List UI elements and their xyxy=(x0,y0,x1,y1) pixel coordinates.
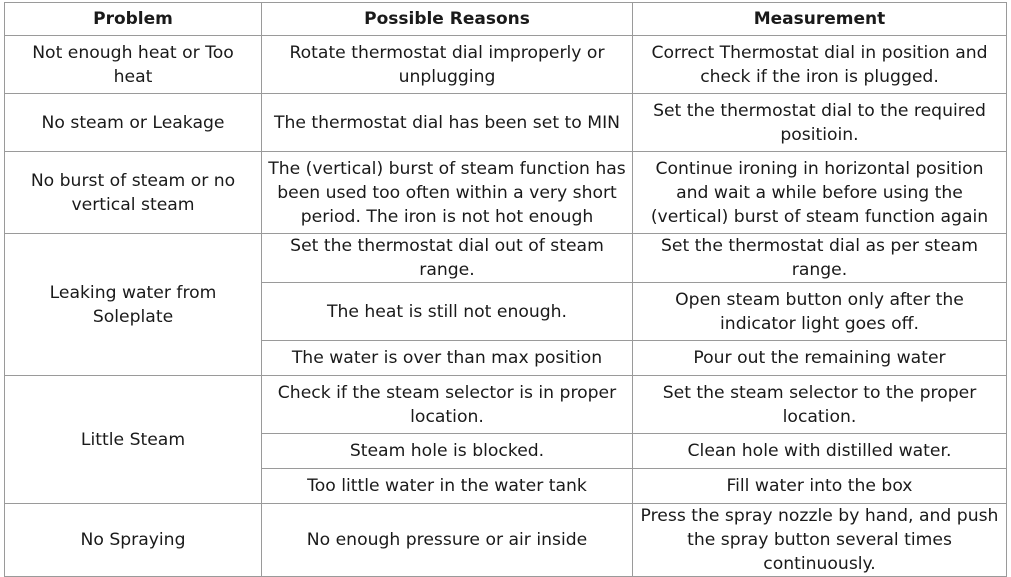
measurement-cell: Press the spray nozzle by hand, and push… xyxy=(632,503,1007,577)
problem-cell: Little Steam xyxy=(4,375,262,504)
problem-cell: No steam or Leakage xyxy=(4,93,262,152)
measurement-cell: Set the thermostat dial to the required … xyxy=(632,93,1007,152)
header-row: Problem Possible Reasons Measurement xyxy=(4,2,1007,36)
reason-cell: The (vertical) burst of steam function h… xyxy=(261,151,633,234)
table-row: No burst of steam or no vertical steam T… xyxy=(4,151,1007,234)
problem-cell: No burst of steam or no vertical steam xyxy=(4,151,262,234)
table-row: Leaking water from Soleplate Set the the… xyxy=(4,233,1007,376)
reason-cell: Check if the steam selector is in proper… xyxy=(261,375,633,434)
measurement-cell: Open steam button only after the indicat… xyxy=(632,282,1007,341)
reason-cell: Too little water in the water tank xyxy=(261,468,633,504)
table-row: No Spraying No enough pressure or air in… xyxy=(4,503,1007,577)
measurement-cell: Fill water into the box xyxy=(632,468,1007,504)
table-row: No steam or Leakage The thermostat dial … xyxy=(4,93,1007,152)
reason-cell: Rotate thermostat dial improperly or unp… xyxy=(261,35,633,94)
measurement-cell: Continue ironing in horizontal position … xyxy=(632,151,1007,234)
table-row: Little Steam Check if the steam selector… xyxy=(4,375,1007,504)
reason-cell: The thermostat dial has been set to MIN xyxy=(261,93,633,152)
table-row: The water is over than max position Pour… xyxy=(5,340,1007,376)
reason-cell: Steam hole is blocked. xyxy=(261,433,633,469)
table-row: The heat is still not enough. Open steam… xyxy=(5,282,1007,341)
measurement-cell: Set the thermostat dial as per steam ran… xyxy=(632,233,1007,283)
header-measurement: Measurement xyxy=(632,2,1007,36)
measurement-cell: Set the steam selector to the proper loc… xyxy=(632,375,1007,434)
reason-cell: No enough pressure or air inside xyxy=(261,503,633,577)
table-row: Too little water in the water tank Fill … xyxy=(5,468,1007,504)
measurement-cell: Pour out the remaining water xyxy=(632,340,1007,376)
header-problem: Problem xyxy=(4,2,262,36)
reason-cell: The heat is still not enough. xyxy=(261,282,633,341)
problem-cell: No Spraying xyxy=(4,503,262,577)
reason-cell: The water is over than max position xyxy=(261,340,633,376)
troubleshooting-table: Problem Possible Reasons Measurement Not… xyxy=(4,2,1007,577)
measurement-cell: Clean hole with distilled water. xyxy=(632,433,1007,469)
table-row: Steam hole is blocked. Clean hole with d… xyxy=(5,433,1007,469)
problem-cell: Not enough heat or Too heat xyxy=(4,35,262,94)
header-possible-reasons: Possible Reasons xyxy=(261,2,633,36)
table-row: Not enough heat or Too heat Rotate therm… xyxy=(4,35,1007,94)
problem-cell: Leaking water from Soleplate xyxy=(4,233,262,376)
measurement-cell: Correct Thermostat dial in position and … xyxy=(632,35,1007,94)
reason-cell: Set the thermostat dial out of steam ran… xyxy=(261,233,633,283)
